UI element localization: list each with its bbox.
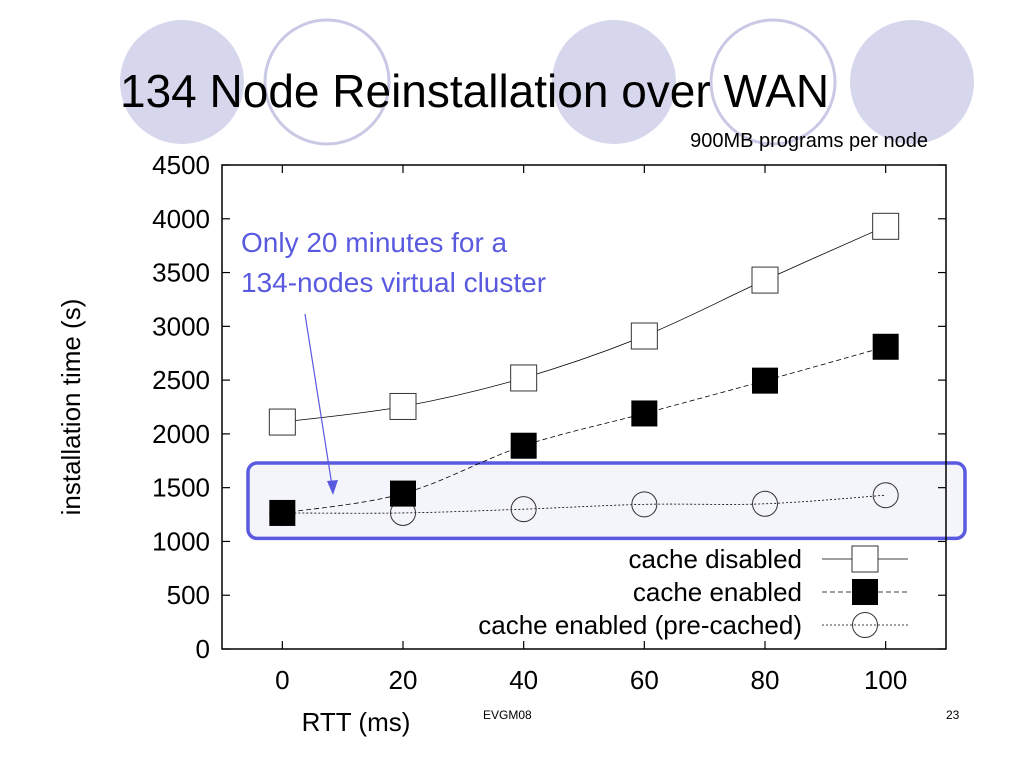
series-line-2: [282, 494, 886, 514]
series-1-point: [872, 333, 899, 360]
footer-label: EVGM08: [483, 708, 532, 722]
y-tick-label: 4000: [152, 204, 210, 234]
y-tick-label: 3500: [152, 258, 210, 288]
x-axis-label: RTT (ms): [302, 707, 411, 737]
annotation-text-line: Only 20 minutes for a: [241, 227, 508, 258]
legend-marker: [851, 545, 879, 573]
legend-label: cache disabled: [629, 544, 802, 574]
y-tick-label: 4500: [152, 150, 210, 180]
annotation-arrow-head: [327, 480, 338, 495]
title-decoration: [120, 18, 974, 146]
deco-circle-filled-1: [120, 20, 244, 144]
x-tick-label: 40: [509, 665, 538, 695]
series-2-point: [510, 496, 537, 523]
series-0-point: [268, 408, 296, 436]
series-2-point: [631, 491, 658, 518]
series-1-point: [390, 480, 416, 507]
legend-marker: [852, 579, 878, 605]
y-tick-label: 2000: [152, 419, 210, 449]
deco-circle-filled-2: [552, 20, 676, 144]
x-tick-label: 100: [864, 665, 907, 695]
x-tick-label: 80: [751, 665, 780, 695]
deco-circle-outline-2: [709, 18, 837, 146]
annotation-arrow-shaft: [304, 313, 334, 493]
series-line-1: [282, 346, 886, 514]
y-tick-label: 3000: [152, 311, 210, 341]
y-tick-label: 500: [167, 580, 210, 610]
x-tick-label: 60: [630, 665, 659, 695]
series-0-point: [630, 322, 658, 350]
series-0-point: [510, 364, 538, 392]
slide-subtitle: 900MB programs per node: [690, 130, 928, 152]
deco-circle-filled-3: [850, 20, 974, 144]
y-tick-label: 0: [196, 634, 210, 664]
series-1-point: [510, 432, 537, 459]
series-2-point: [752, 490, 778, 517]
slide-title: 134 Node Reinstallation over WAN: [120, 65, 830, 117]
series-1-point: [631, 400, 658, 427]
page-number: 23: [946, 708, 960, 722]
legend-label: cache enabled: [633, 577, 802, 607]
series-1-point: [752, 367, 778, 394]
series-0-point: [872, 212, 900, 240]
y-tick-label: 2500: [152, 365, 210, 395]
series-1-point: [269, 499, 296, 526]
legend-label: cache enabled (pre-cached): [478, 610, 802, 640]
highlight-band: [246, 461, 967, 541]
series-2-point: [872, 482, 899, 509]
series-0-point: [389, 392, 417, 420]
y-tick-label: 1500: [152, 473, 210, 503]
legend-marker: [852, 612, 878, 638]
y-tick-label: 1000: [152, 526, 210, 556]
plot-frame: [221, 164, 947, 650]
x-tick-label: 20: [389, 665, 418, 695]
annotation-text-line: 134-nodes virtual cluster: [241, 267, 546, 298]
deco-circle-outline-1: [263, 18, 391, 146]
y-axis-label: installation time (s): [56, 299, 86, 516]
x-tick-label: 0: [275, 665, 289, 695]
series-line-0: [282, 225, 886, 423]
series-0-point: [751, 266, 779, 294]
